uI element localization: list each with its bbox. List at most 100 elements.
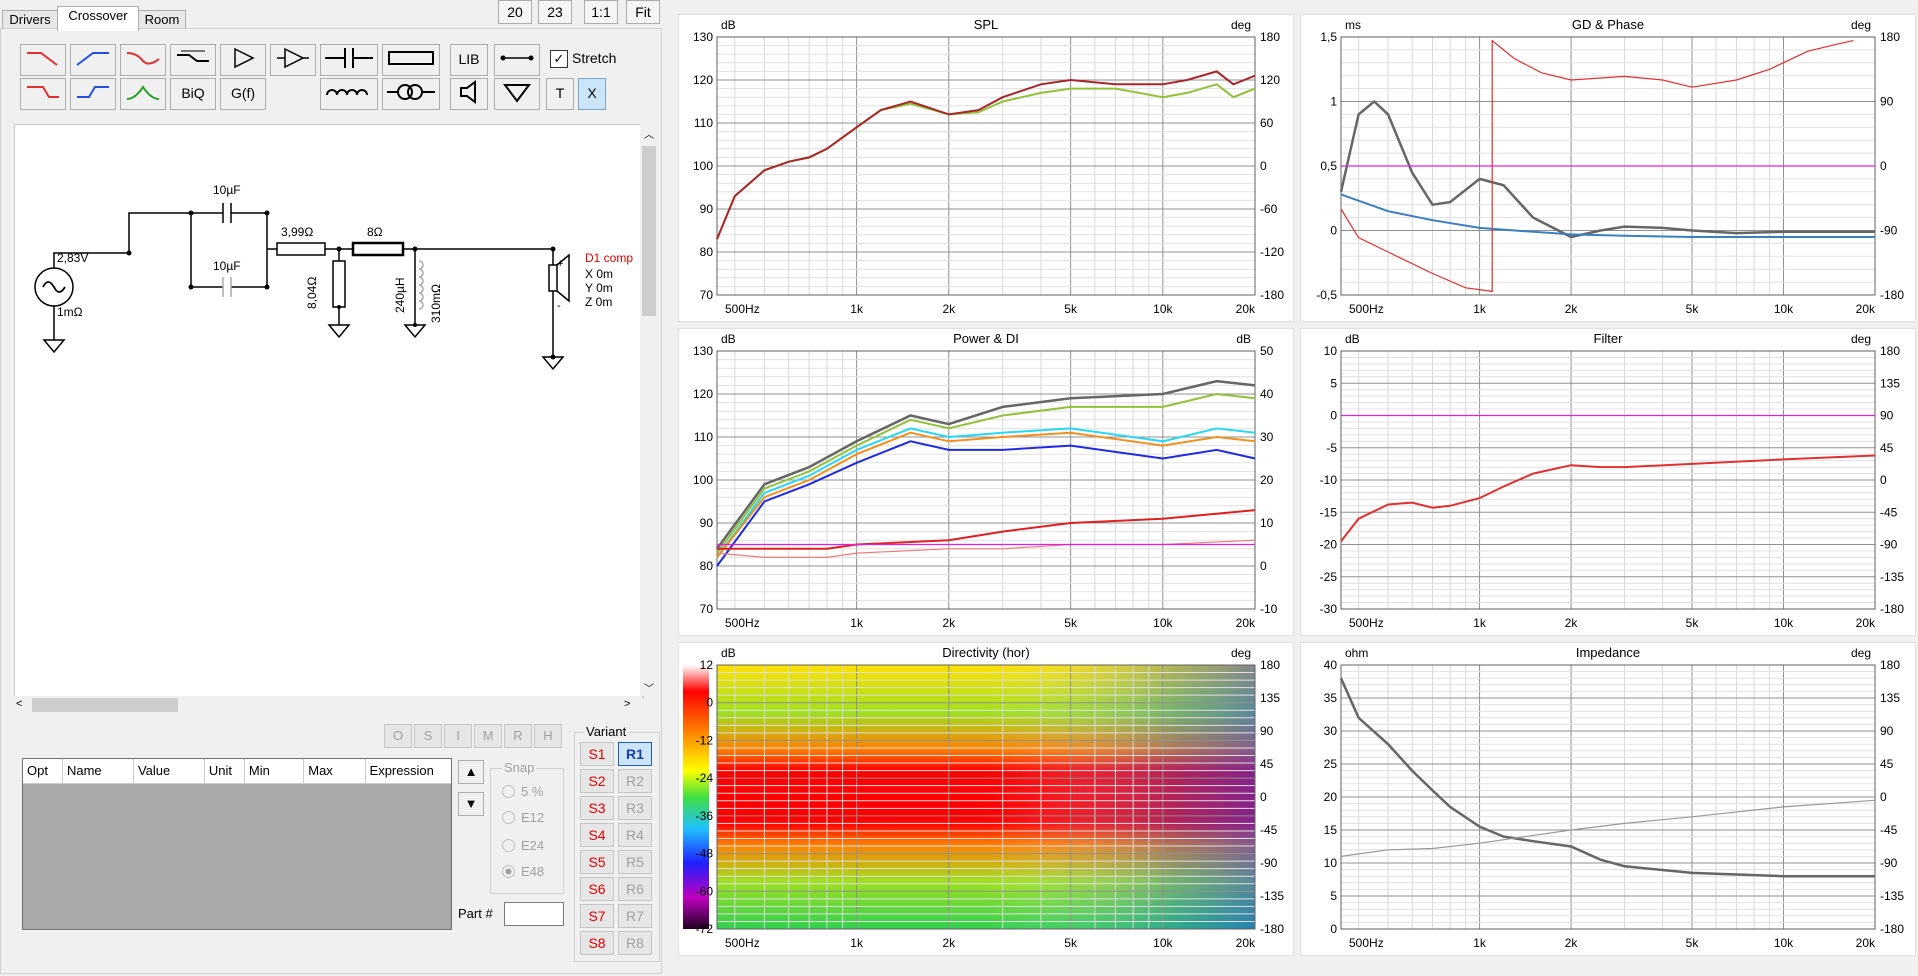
chart-directivity-hor[interactable]: Directivity (hor) dB deg 12 0 -12 -24 -36 -48 -60… — [678, 642, 1294, 956]
variant-s2-button[interactable]: S2 — [580, 769, 614, 793]
tab-crossover[interactable]: Crossover — [57, 6, 139, 31]
chart-power-di[interactable]: Power & DI dB dB 130 120 110 100 90 80 70 50 40 30 20… — [678, 328, 1294, 636]
col-value[interactable]: Value — [134, 759, 205, 783]
col-min[interactable]: Min — [245, 759, 305, 783]
x-tick-label: 20k — [1856, 302, 1876, 316]
scroll-up-icon[interactable]: ︿ — [644, 130, 654, 141]
snap-option-e48[interactable]: E48 — [502, 864, 544, 879]
variant-s6-button[interactable]: S6 — [580, 877, 614, 901]
shelf-button[interactable] — [170, 44, 216, 76]
series-line — [715, 379, 1256, 550]
col-unit[interactable]: Unit — [205, 759, 245, 783]
y2-tick-label: 180 — [1260, 30, 1280, 44]
variant-r2-button[interactable]: R2 — [618, 769, 652, 793]
opt-h-button[interactable]: H — [534, 724, 562, 748]
col-opt[interactable]: Opt — [23, 759, 63, 783]
y-axis-label: dB — [1345, 332, 1360, 346]
scroll-down-icon[interactable]: ﹀ — [644, 684, 654, 695]
wire-button[interactable] — [494, 44, 540, 76]
chart-title: Directivity (hor) — [942, 645, 1029, 660]
schematic-vertical-scrollbar[interactable]: ︿ ﹀ — [640, 124, 658, 696]
variant-r1-button[interactable]: R1 — [618, 742, 652, 766]
variant-s7-button[interactable]: S7 — [580, 904, 614, 928]
resistor-button[interactable] — [382, 44, 440, 76]
tab-drivers[interactable]: Drivers — [2, 10, 58, 29]
variant-r6-button[interactable]: R6 — [618, 877, 652, 901]
schematic-horizontal-scrollbar[interactable]: < > — [14, 696, 642, 714]
y-tick-label: 0 — [1330, 922, 1337, 936]
lowpass-1-button[interactable] — [20, 44, 66, 76]
move-down-button[interactable]: ▼ — [458, 792, 484, 816]
y-tick-label: 0,5 — [1320, 159, 1337, 173]
y-tick-label: 130 — [693, 344, 713, 358]
text-button[interactable]: T — [546, 78, 574, 110]
snap-option-e12[interactable]: E12 — [502, 810, 544, 825]
y2-tick-label: -45 — [1880, 823, 1898, 837]
y2-tick-label: 135 — [1260, 691, 1280, 705]
variant-r8-button[interactable]: R8 — [618, 931, 652, 955]
col-expression[interactable]: Expression — [369, 763, 434, 778]
variant-s1-button[interactable]: S1 — [580, 742, 614, 766]
variant-s8-button[interactable]: S8 — [580, 931, 614, 955]
capacitor-button[interactable] — [320, 44, 378, 76]
stretch-checkbox[interactable]: ✓ — [550, 50, 568, 68]
horizontal-scroll-thumb[interactable] — [32, 698, 178, 712]
biquad-button[interactable]: BiQ — [170, 78, 216, 110]
series-line — [1339, 99, 1875, 239]
transformer-button[interactable] — [382, 78, 440, 110]
opt-i-button[interactable]: I — [444, 724, 472, 748]
variant-r4-button[interactable]: R4 — [618, 823, 652, 847]
move-up-button[interactable]: ▲ — [458, 760, 484, 784]
triangle-down-icon: ▼ — [464, 796, 478, 811]
schematic-canvas[interactable]: + - 2,83V 1mΩ 10µF 10µF 3,99Ω 8Ω 8,04Ω 2… — [14, 124, 644, 698]
variant-s4-button[interactable]: S4 — [580, 823, 614, 847]
ground-button[interactable] — [494, 78, 540, 110]
part-number-input[interactable] — [504, 902, 564, 926]
bandpass-button[interactable] — [120, 78, 166, 110]
amplifier-button[interactable] — [220, 44, 266, 76]
y2-tick-label: 120 — [1260, 73, 1280, 87]
library-button[interactable]: LIB — [450, 44, 488, 76]
lowpass-2-button[interactable] — [20, 78, 66, 110]
variant-s5-button[interactable]: S5 — [580, 850, 614, 874]
col-name[interactable]: Name — [63, 759, 134, 783]
vertical-scroll-thumb[interactable] — [642, 146, 656, 316]
y-tick-label: 30 — [1324, 724, 1338, 738]
variant-r3-button[interactable]: R3 — [618, 796, 652, 820]
zoom-23-button[interactable]: 23 — [538, 0, 572, 24]
delete-button[interactable]: X — [578, 78, 606, 110]
fit-button[interactable]: Fit — [626, 0, 660, 24]
highpass-1-button[interactable] — [70, 44, 116, 76]
driver-button[interactable] — [450, 78, 488, 110]
buffer-button[interactable] — [270, 44, 316, 76]
chart-impedance[interactable]: Impedance ohm deg 40 35 30 25 20 15 10 5 0 180 135 90 4… — [1300, 642, 1916, 956]
opt-r-button[interactable]: R — [504, 724, 532, 748]
col-max[interactable]: Max — [304, 759, 366, 783]
bandstop-button[interactable] — [120, 44, 166, 76]
zoom-1to1-button[interactable]: 1:1 — [584, 0, 618, 24]
chart-title: Power & DI — [953, 331, 1019, 346]
tab-room[interactable]: Room — [138, 10, 186, 29]
zoom-20-button[interactable]: 20 — [498, 0, 532, 24]
parameter-table[interactable]: Opt Name Value Unit Min Max Expression — [22, 758, 452, 930]
chart-gd-phase[interactable]: GD & Phase ms deg 1,5 1 0,5 0 -0,5 180 90 0 -90 -180… — [1300, 14, 1916, 322]
opt-m-button[interactable]: M — [474, 724, 502, 748]
variant-r7-button[interactable]: R7 — [618, 904, 652, 928]
scroll-left-icon[interactable]: < — [16, 698, 23, 710]
transfer-function-button[interactable]: G(f) — [220, 78, 266, 110]
variant-s3-button[interactable]: S3 — [580, 796, 614, 820]
chart-spl[interactable]: SPL dB deg 130 120 110 100 90 80 70 180 120 60 0 -60 -1… — [678, 14, 1294, 322]
y2-tick-label: 45 — [1880, 757, 1894, 771]
snap-option-5pct[interactable]: 5 % — [502, 784, 543, 799]
chart-filter[interactable]: Filter dB deg 10 5 0 -5 -10 -15 -20 -25 -30 180 135 90… — [1300, 328, 1916, 636]
y-tick-label: 0 — [1330, 224, 1337, 238]
opt-o-button[interactable]: O — [384, 724, 412, 748]
variant-r5-button[interactable]: R5 — [618, 850, 652, 874]
scroll-right-icon[interactable]: > — [624, 698, 631, 710]
snap-option-e24[interactable]: E24 — [502, 838, 544, 853]
y-tick-label: 0 — [706, 696, 713, 710]
opt-s-button[interactable]: S — [414, 724, 442, 748]
highpass-2-button[interactable] — [70, 78, 116, 110]
inductor-button[interactable] — [320, 78, 378, 110]
svg-text:-: - — [557, 300, 561, 312]
